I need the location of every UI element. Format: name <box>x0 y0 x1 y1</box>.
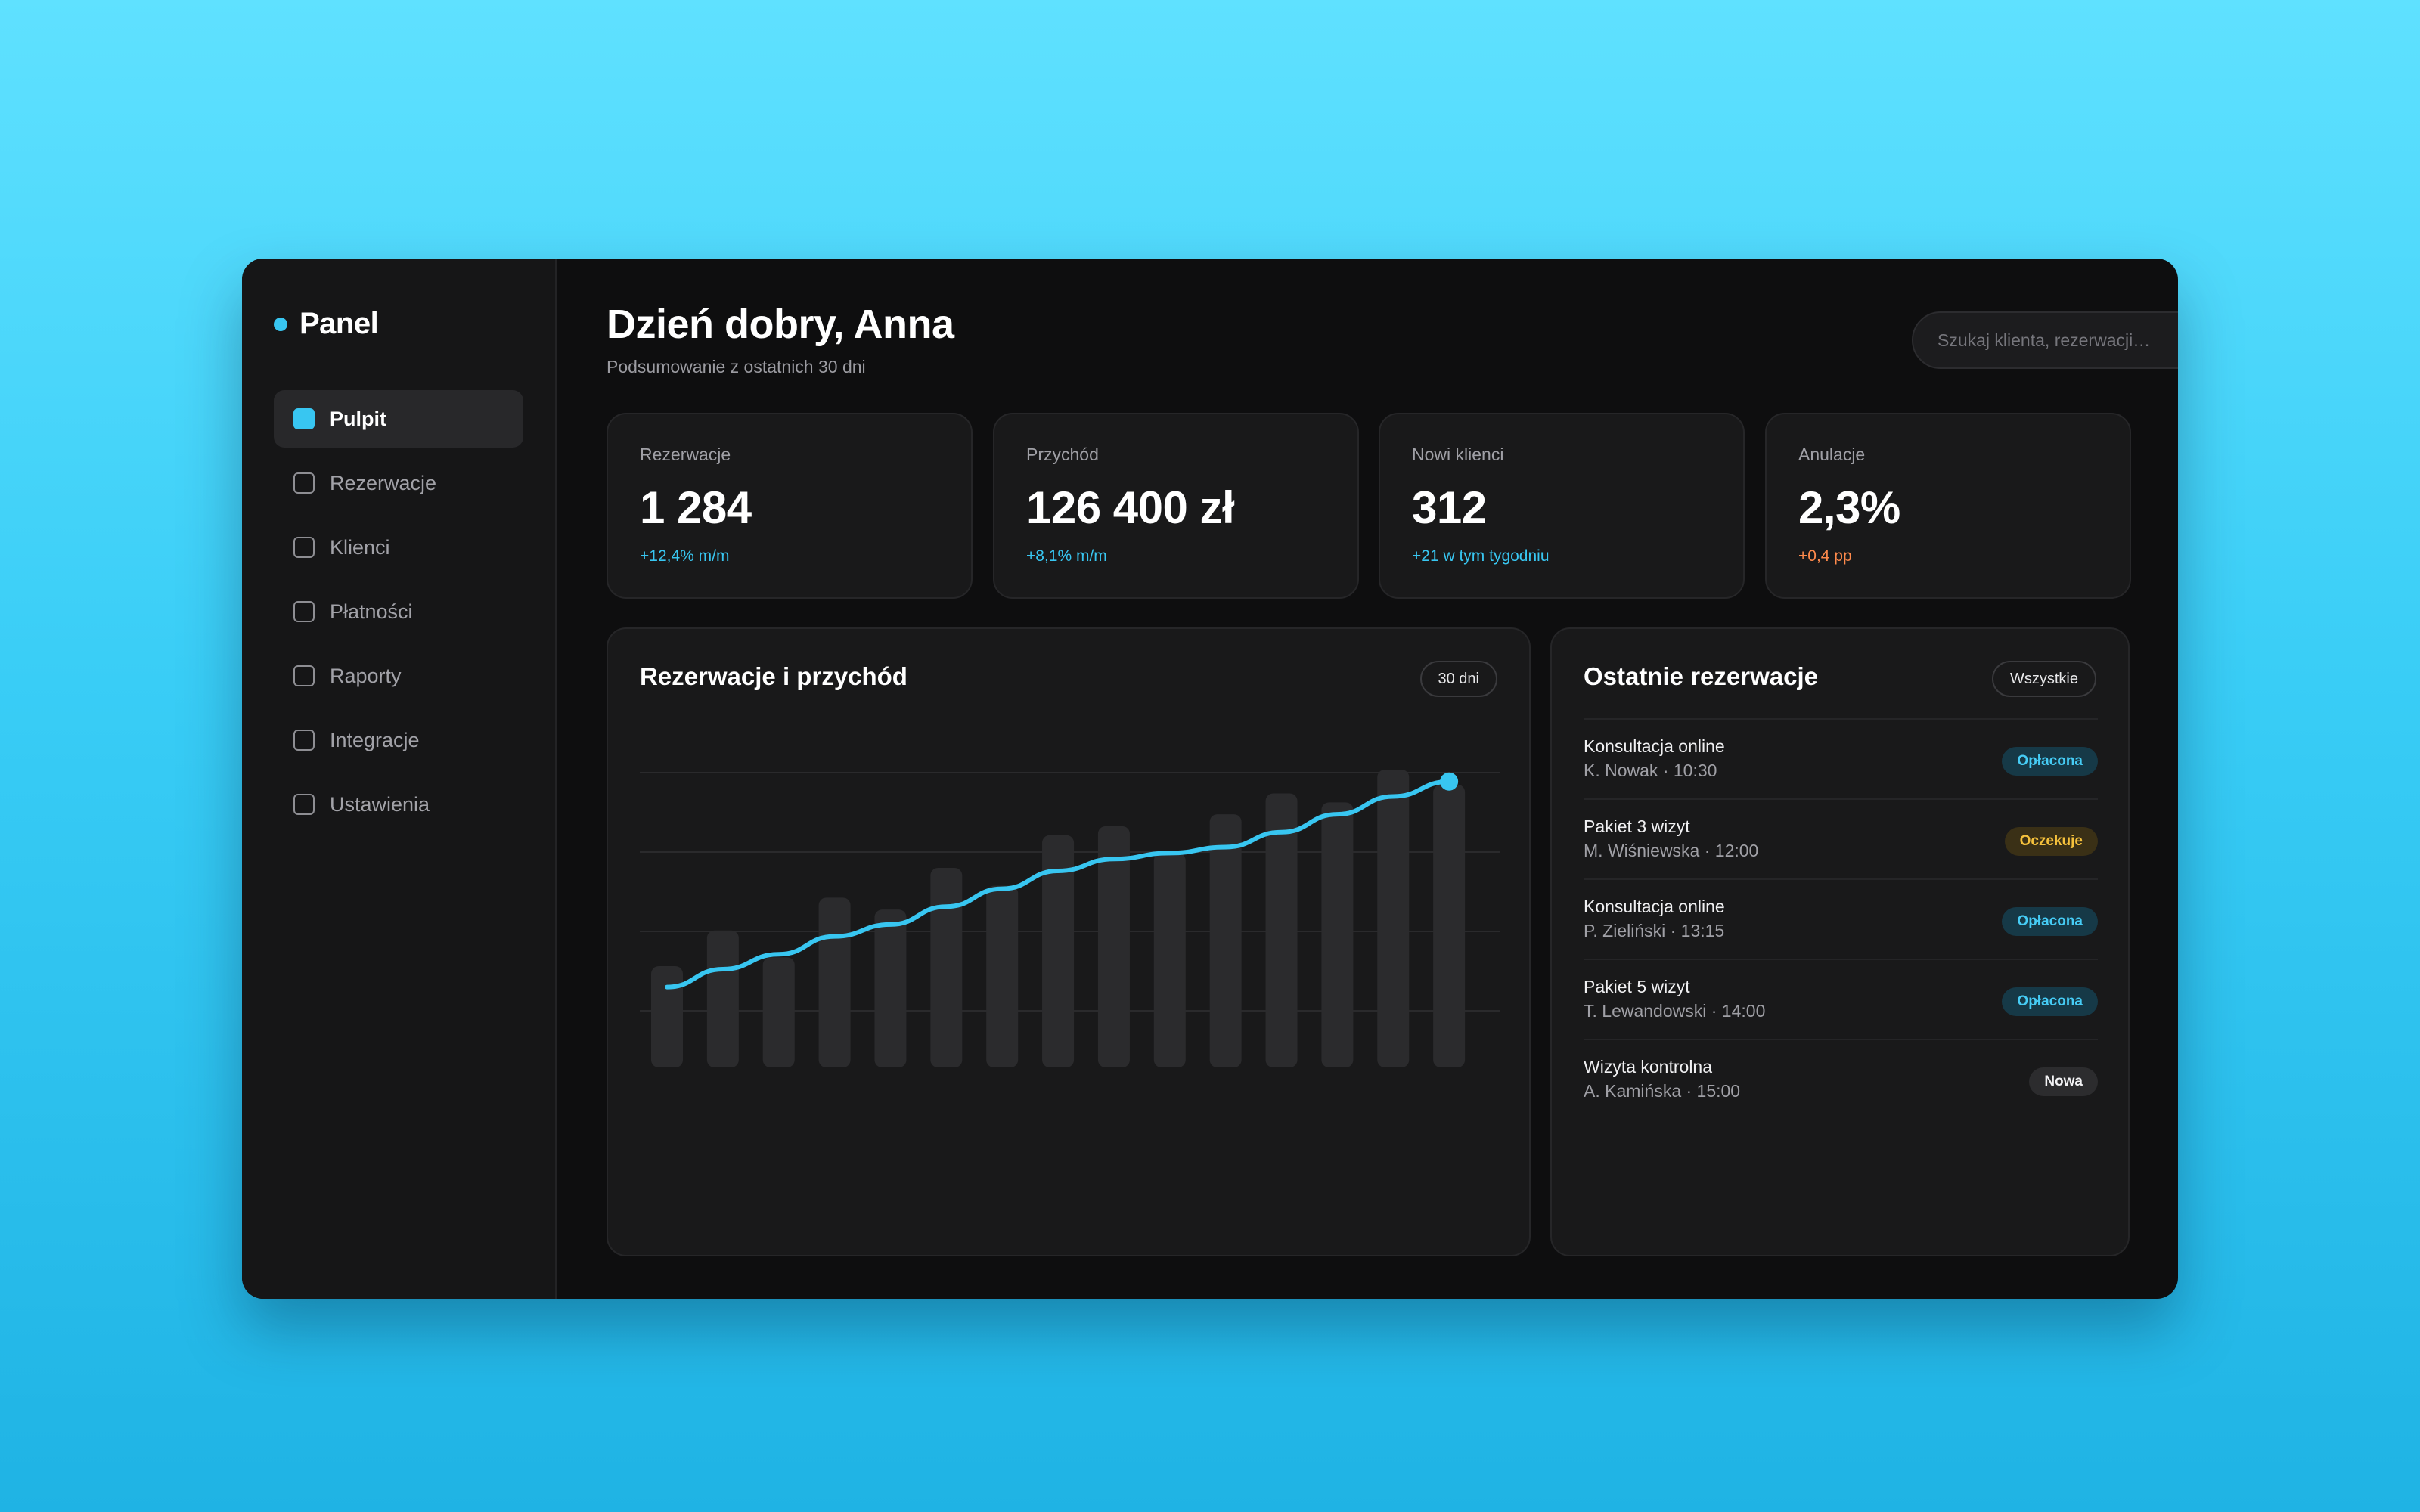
chart-bar <box>1209 814 1242 1067</box>
checkbox-icon <box>293 730 315 751</box>
chart-card: Rezerwacje i przychód 30 dni <box>607 627 1531 1256</box>
sidebar-item-label: Pulpit <box>330 407 386 430</box>
brand-dot-icon <box>274 317 287 331</box>
sidebar-nav: Pulpit Rezerwacje Klienci Płatności Rapo… <box>274 390 523 840</box>
checkbox-icon <box>293 537 315 558</box>
sidebar-item-label: Płatności <box>330 600 413 623</box>
sidebar-item-pulpit[interactable]: Pulpit <box>274 390 523 448</box>
status-badge: Opłacona <box>2002 907 2098 936</box>
page-subtitle: Podsumowanie z ostatnich 30 dni <box>607 357 866 376</box>
booking-client-time: A. Kamińska · 15:00 <box>1584 1081 1741 1101</box>
kpi-value: 312 <box>1412 482 1487 533</box>
chart-line-endpoint <box>1440 772 1459 791</box>
kpi-delta: +21 w tym tygodniu <box>1412 547 1550 565</box>
view-all-button[interactable]: Wszystkie <box>1992 661 2096 697</box>
booking-client-time: P. Zieliński · 13:15 <box>1584 921 1725 940</box>
brand-label: Panel <box>299 307 379 340</box>
booking-client-time: T. Lewandowski · 14:00 <box>1584 1001 1766 1021</box>
chart-bar <box>1321 802 1354 1067</box>
recent-list: Konsultacja online K. Nowak · 10:30 Opła… <box>1584 718 2098 1119</box>
recent-bookings-card: Ostatnie rezerwacje Wszystkie Konsultacj… <box>1550 627 2130 1256</box>
app-window: Panel Pulpit Rezerwacje Klienci Płatnośc… <box>242 259 2178 1299</box>
list-item[interactable]: Pakiet 5 wizyt T. Lewandowski · 14:00 Op… <box>1584 959 2098 1039</box>
main-content: Dzień dobry, Anna Podsumowanie z ostatni… <box>557 259 2178 1299</box>
booking-client-time: K. Nowak · 10:30 <box>1584 761 1717 780</box>
chart-line <box>665 779 1452 990</box>
booking-title: Pakiet 3 wizyt <box>1584 816 1690 836</box>
status-badge: Nowa <box>2029 1067 2098 1096</box>
chart-bar <box>651 966 683 1067</box>
list-item[interactable]: Pakiet 3 wizyt M. Wiśniewska · 12:00 Ocz… <box>1584 798 2098 878</box>
kpi-delta: +12,4% m/m <box>640 547 730 565</box>
chart-range-button[interactable]: 30 dni <box>1419 661 1497 697</box>
kpi-label: Anulacje <box>1798 445 1866 464</box>
kpi-delta: +0,4 pp <box>1798 547 1852 565</box>
chart-bar <box>930 868 963 1067</box>
kpi-delta: +8,1% m/m <box>1026 547 1107 565</box>
kpi-value: 126 400 zł <box>1026 482 1235 533</box>
chart-bar <box>1097 826 1130 1067</box>
recent-title: Ostatnie rezerwacje <box>1584 662 1818 690</box>
chart-bar <box>1042 835 1075 1067</box>
checkbox-icon <box>293 601 315 622</box>
booking-title: Wizyta kontrolna <box>1584 1057 1713 1077</box>
checkbox-icon <box>293 665 315 686</box>
chart-title: Rezerwacje i przychód <box>640 662 908 690</box>
sidebar-item-label: Klienci <box>330 535 390 559</box>
chart-bar <box>1433 784 1466 1067</box>
kpi-card-rezerwacje: Rezerwacje 1 284 +12,4% m/m <box>607 413 973 599</box>
kpi-card-anulacje: Anulacje 2,3% +0,4 pp <box>1765 413 2131 599</box>
checkbox-icon <box>293 794 315 815</box>
sidebar-item-klienci[interactable]: Klienci <box>274 519 523 576</box>
kpi-card-nowi-klienci: Nowi klienci 312 +21 w tym tygodniu <box>1379 413 1745 599</box>
brand: Panel <box>274 307 379 341</box>
kpi-label: Przychód <box>1026 445 1099 464</box>
booking-client-time: M. Wiśniewska · 12:00 <box>1584 841 1759 860</box>
chart-bar <box>706 930 739 1067</box>
sidebar-item-label: Raporty <box>330 664 402 687</box>
chart-plot <box>640 770 1500 1067</box>
kpi-value: 1 284 <box>640 482 752 533</box>
sidebar-item-raporty[interactable]: Raporty <box>274 647 523 705</box>
chart-bar <box>1265 793 1298 1067</box>
status-badge: Opłacona <box>2002 987 2098 1016</box>
sidebar-item-ustawienia[interactable]: Ustawienia <box>274 776 523 833</box>
kpi-card-przychod: Przychód 126 400 zł +8,1% m/m <box>993 413 1359 599</box>
sidebar-item-label: Rezerwacje <box>330 471 437 494</box>
booking-title: Konsultacja online <box>1584 736 1725 756</box>
chart-bar <box>1153 853 1186 1067</box>
sidebar-item-integracje[interactable]: Integracje <box>274 711 523 769</box>
status-badge: Opłacona <box>2002 747 2098 776</box>
kpi-label: Rezerwacje <box>640 445 731 464</box>
status-badge: Oczekuje <box>2004 827 2098 856</box>
chart-bar <box>1377 770 1410 1067</box>
page-title: Dzień dobry, Anna <box>607 302 954 347</box>
sidebar-item-rezerwacje[interactable]: Rezerwacje <box>274 454 523 512</box>
chart-bar <box>818 897 851 1067</box>
list-item[interactable]: Konsultacja online K. Nowak · 10:30 Opła… <box>1584 718 2098 798</box>
kpi-label: Nowi klienci <box>1412 445 1504 464</box>
search-input[interactable] <box>1912 311 2178 369</box>
kpi-value: 2,3% <box>1798 482 1900 533</box>
booking-title: Pakiet 5 wizyt <box>1584 977 1690 996</box>
chart-bar <box>986 885 1019 1067</box>
checkbox-icon <box>293 472 315 494</box>
list-item[interactable]: Wizyta kontrolna A. Kamińska · 15:00 Now… <box>1584 1039 2098 1119</box>
booking-title: Konsultacja online <box>1584 897 1725 916</box>
chart-bar <box>874 909 907 1067</box>
sidebar-item-platnosci[interactable]: Płatności <box>274 583 523 640</box>
sidebar: Panel Pulpit Rezerwacje Klienci Płatnośc… <box>242 259 557 1299</box>
chart-bar <box>762 957 795 1067</box>
list-item[interactable]: Konsultacja online P. Zieliński · 13:15 … <box>1584 878 2098 959</box>
sidebar-item-label: Ustawienia <box>330 792 430 816</box>
checkbox-icon <box>293 408 315 429</box>
sidebar-item-label: Integracje <box>330 728 420 751</box>
